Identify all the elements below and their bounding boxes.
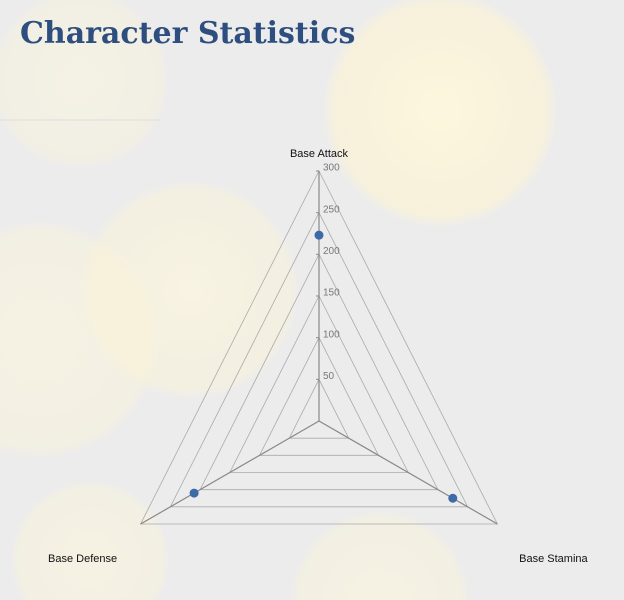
data-point [189, 488, 199, 498]
tick-label: 50 [323, 371, 335, 382]
axis-label: Base Defense [48, 553, 117, 565]
grid-line [199, 253, 439, 491]
axis-label: Base Stamina [519, 553, 588, 565]
data-point [448, 493, 458, 503]
grid-line [288, 378, 350, 439]
grid-line [258, 336, 380, 456]
axis-line [140, 420, 320, 525]
tick-label: 150 [323, 288, 340, 299]
tick-label: 300 [323, 163, 340, 174]
grid-line [139, 170, 499, 525]
grid-line [229, 295, 409, 473]
tick-label: 100 [323, 329, 340, 340]
axis-label: Base Attack [290, 148, 349, 160]
tick-label: 200 [323, 246, 340, 257]
grid-line [169, 211, 469, 508]
axis-line [318, 420, 498, 525]
tick-label: 250 [323, 204, 340, 215]
data-point [314, 230, 324, 240]
page-title: Character Statistics [20, 16, 356, 51]
